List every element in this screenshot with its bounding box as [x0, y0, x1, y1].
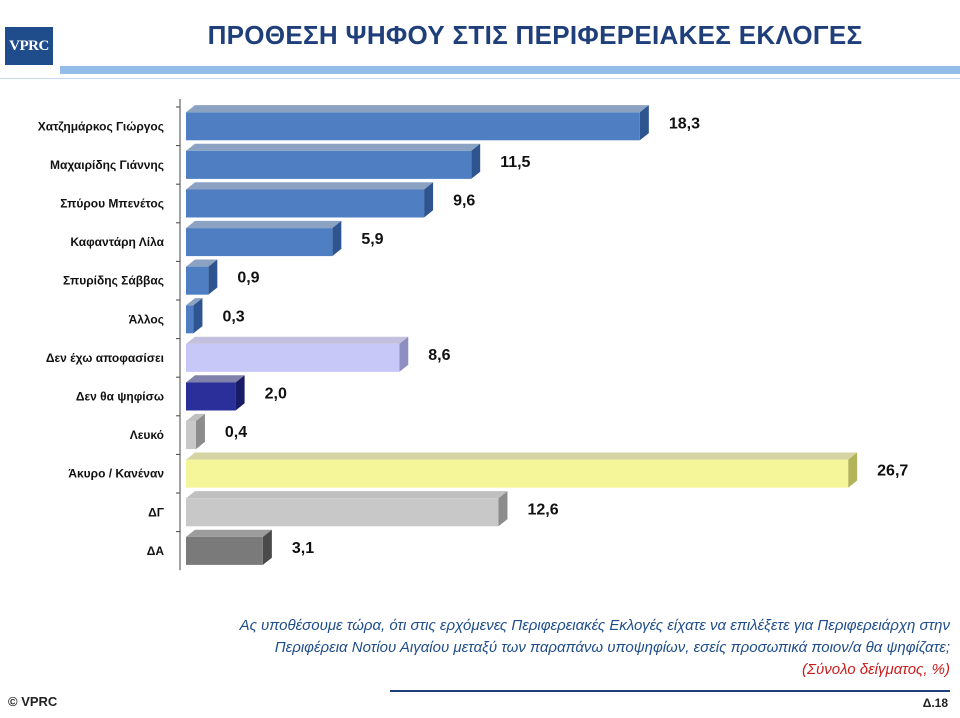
bar-top: [186, 336, 409, 344]
category-label: Σπυρίδης Σάββας: [63, 274, 164, 288]
category-label: ΔΑ: [147, 544, 165, 558]
bar: [186, 266, 209, 295]
category-label: Δεν έχω αποφασίσει: [46, 351, 164, 365]
bar-top: [186, 182, 434, 190]
header-rule: [60, 66, 960, 74]
category-label: Άκυρο / Κανέναν: [68, 467, 164, 481]
bar-side: [471, 143, 481, 179]
survey-question: Ας υποθέσουμε τώρα, ότι στις ερχόμενες Π…: [50, 615, 950, 681]
question-line-2: Περιφέρεια Νοτίου Αιγαίου μεταξύ των παρ…: [274, 639, 950, 656]
page-number: Δ.18: [922, 696, 948, 710]
category-label: Σπύρου Μπενέτος: [60, 197, 164, 211]
bar-top: [186, 143, 481, 151]
bar: [186, 150, 472, 179]
value-label: 12,6: [527, 501, 558, 518]
footer-rule: [390, 690, 950, 692]
value-label: 26,7: [877, 463, 908, 480]
bar-top: [186, 529, 272, 537]
category-label: Λευκό: [130, 428, 164, 442]
value-label: 11,5: [500, 154, 530, 171]
bar-top: [186, 298, 203, 306]
category-label: Μαχαιρίδης Γιάννης: [50, 158, 164, 172]
bar: [186, 421, 196, 450]
bar-side: [193, 298, 203, 334]
copyright-text: © VPRC: [8, 694, 58, 709]
bar: [186, 228, 333, 257]
value-label: 0,9: [237, 270, 259, 287]
bar-side: [498, 491, 508, 527]
header-thin-rule: [0, 78, 960, 79]
value-label: 8,6: [428, 347, 450, 364]
value-label: 18,3: [669, 115, 700, 132]
value-label: 5,9: [361, 231, 383, 248]
category-label: Δεν θα ψηφίσω: [76, 390, 164, 404]
value-label: 2,0: [265, 386, 287, 403]
category-label: Άλλος: [129, 312, 164, 326]
vprc-logo: VPRC: [5, 27, 53, 65]
category-label: ΔΓ: [148, 505, 165, 519]
bar: [186, 382, 236, 411]
category-label: Καφαντάρη Λίλα: [70, 235, 164, 249]
value-label: 0,3: [222, 308, 244, 325]
bar: [186, 112, 640, 141]
bar-top: [186, 491, 508, 499]
value-label: 3,1: [292, 540, 314, 557]
question-line-1: Ας υποθέσουμε τώρα, ότι στις ερχόμενες Π…: [239, 617, 950, 634]
bar-top: [186, 413, 205, 422]
bar-side: [399, 336, 409, 372]
bar: [186, 343, 400, 372]
bar-top: [186, 375, 245, 383]
sample-note: (Σύνολο δείγματος, %): [802, 661, 950, 678]
value-label: 9,6: [453, 193, 475, 210]
value-label: 0,4: [225, 424, 247, 441]
bar-side: [332, 220, 342, 257]
bar: [186, 189, 425, 218]
bar-top: [186, 259, 218, 267]
page-title: ΠΡΟΘΕΣΗ ΨΗΦΟΥ ΣΤΙΣ ΠΕΡΙΦΕΡΕΙΑΚΕΣ ΕΚΛΟΓΕΣ: [207, 20, 863, 50]
bar: [186, 498, 499, 527]
bar-side: [235, 375, 245, 411]
bar-side: [639, 105, 649, 141]
bar-side: [424, 182, 434, 218]
category-label: Χατζημάρκος Γιώργος: [38, 119, 164, 133]
bar: [186, 536, 263, 565]
bar-side: [195, 413, 205, 450]
bar-side: [208, 259, 218, 295]
bar-side: [848, 452, 858, 488]
bar: [186, 459, 849, 488]
vote-intention-bar-chart: Χατζημάρκος Γιώργος 18,3 Μαχαιρίδης Γιάννη…: [38, 99, 908, 571]
bar: [186, 305, 194, 334]
bar-side: [262, 529, 272, 565]
bar-top: [186, 220, 342, 229]
bar-top: [186, 105, 649, 113]
bar-top: [186, 452, 858, 460]
